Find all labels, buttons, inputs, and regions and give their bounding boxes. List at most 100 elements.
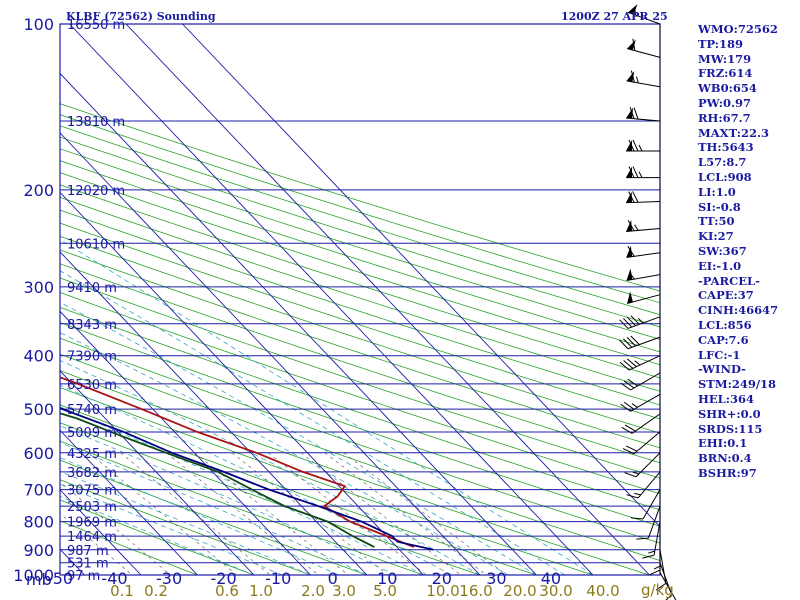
isotherm (69, 24, 594, 575)
wind-barb-flag (623, 380, 635, 389)
wind-barb-flag (627, 245, 635, 257)
wind-barb (630, 489, 661, 520)
wind-barb-half-flag (638, 171, 643, 178)
parcel-trace (60, 407, 434, 551)
wind-barb (626, 107, 661, 122)
isotherm (60, 191, 424, 575)
wind-barb (619, 335, 661, 350)
temperature-tick-label: 10 (377, 569, 397, 588)
height-label: 12020 m (67, 184, 125, 199)
wind-barb-staff (642, 489, 661, 520)
wind-barb (626, 245, 661, 258)
moist-adiabat (60, 425, 396, 575)
dewpoint-trace (60, 412, 375, 548)
temperature-tick-label: -30 (156, 569, 182, 588)
index-item: EI:-1.0 (698, 258, 742, 273)
mixing-ratio-tick-label: 20.0 (503, 582, 536, 600)
mixing-ratio-tick-label: 5.0 (373, 582, 397, 600)
pressure-tick-label: 400 (23, 347, 54, 366)
wind-barb-pennant (626, 268, 633, 281)
index-item: LI:1.0 (698, 184, 736, 199)
temperature-tick-label: -40 (101, 569, 127, 588)
wind-barb-staff (630, 393, 661, 412)
mixing-ratio-tick-label: 0.1 (110, 582, 134, 600)
wind-barb-flag (632, 166, 639, 178)
pressure-tick-label: 200 (23, 181, 54, 200)
wind-barb-staff (626, 252, 661, 258)
dry-adiabat (60, 440, 424, 575)
wind-barb-flag (630, 70, 635, 83)
moist-adiabat (60, 270, 566, 575)
wind-barb-flag (655, 582, 667, 591)
index-item: LCL:908 (698, 169, 752, 184)
wind-barb-flag (622, 318, 633, 328)
wind-barb (626, 166, 660, 179)
temperature-trace (60, 376, 415, 548)
time-title: 1200Z 27 APR 25 (561, 10, 668, 23)
wind-barb-half-flag (637, 317, 644, 324)
pressure-tick-label: 500 (23, 400, 54, 419)
wind-barb (627, 291, 661, 304)
index-item: BSHR:97 (698, 465, 757, 480)
mixing-ratio-tick-label: 30.0 (539, 582, 572, 600)
wind-barb-half-flag (629, 273, 635, 280)
height-label: 8343 m (67, 318, 117, 333)
wind-barb-half-flag (638, 144, 643, 152)
wind-barb-pennant (627, 291, 633, 304)
isotherm (182, 24, 660, 528)
wind-barb-flag (623, 360, 634, 369)
index-item: LFC:-1 (698, 347, 741, 362)
wind-barb-flag (623, 401, 635, 410)
mixing-ratio-tick-label: 1.0 (249, 582, 273, 600)
wind-barb-flag (624, 472, 637, 478)
wind-barb (642, 521, 661, 559)
mixing-ratio-tick-label: 40.0 (586, 582, 619, 600)
wind-barb-flag (619, 319, 629, 329)
wind-barb-flag (632, 191, 639, 203)
isotherm (60, 370, 255, 575)
wind-barb-flag (620, 382, 631, 391)
wind-barb (627, 38, 661, 58)
wind-barb (619, 315, 661, 329)
station-title: KLBF (72562) Sounding (66, 10, 216, 23)
height-label: 7390 m (67, 350, 117, 365)
wind-barb (621, 413, 661, 434)
wind-barb-staff (631, 413, 661, 434)
wind-barb (619, 355, 661, 371)
plot-frame (59, 23, 661, 576)
wind-barb-half-flag (631, 403, 638, 408)
wind-barb-flag (620, 403, 631, 412)
height-label: 1464 m (67, 530, 117, 545)
mixing-ratio-tick-label: 2.0 (301, 582, 325, 600)
index-item: WB0:654 (698, 81, 757, 96)
wind-barb (626, 70, 661, 88)
mixing-ratio-line (166, 452, 319, 575)
mixing-ratio-tick-label: 16.0 (459, 582, 492, 600)
temperature-tick-label: 0 (328, 569, 338, 588)
pressure-tick-label: 100 (23, 15, 54, 34)
wind-barb-flag (626, 494, 639, 499)
index-item: MAXT:22.3 (698, 125, 769, 140)
wind-barb-half-flag (632, 471, 639, 475)
index-item: SRDS:115 (698, 421, 763, 436)
isotherm (125, 24, 650, 575)
wind-barb (622, 431, 661, 455)
pressure-tick-label: 1000 (13, 566, 54, 585)
height-label: 13810 m (67, 115, 125, 130)
index-item: SW:367 (698, 243, 747, 258)
isotherm (60, 72, 537, 575)
wind-barb-half-flag (634, 492, 641, 496)
height-label: 3682 m (67, 466, 117, 481)
wind-barb-staff (653, 521, 661, 556)
wind-barb (648, 536, 661, 576)
wind-barb-half-flag (635, 76, 639, 84)
wind-barb-staff (627, 294, 661, 304)
moist-adiabat (60, 301, 537, 575)
wind-barb-staff (633, 431, 661, 455)
temperature-tick-label: -20 (211, 569, 237, 588)
index-item: TP:189 (698, 36, 744, 51)
pressure-tick-label: 700 (23, 481, 54, 500)
wind-barb-flag (629, 107, 635, 119)
